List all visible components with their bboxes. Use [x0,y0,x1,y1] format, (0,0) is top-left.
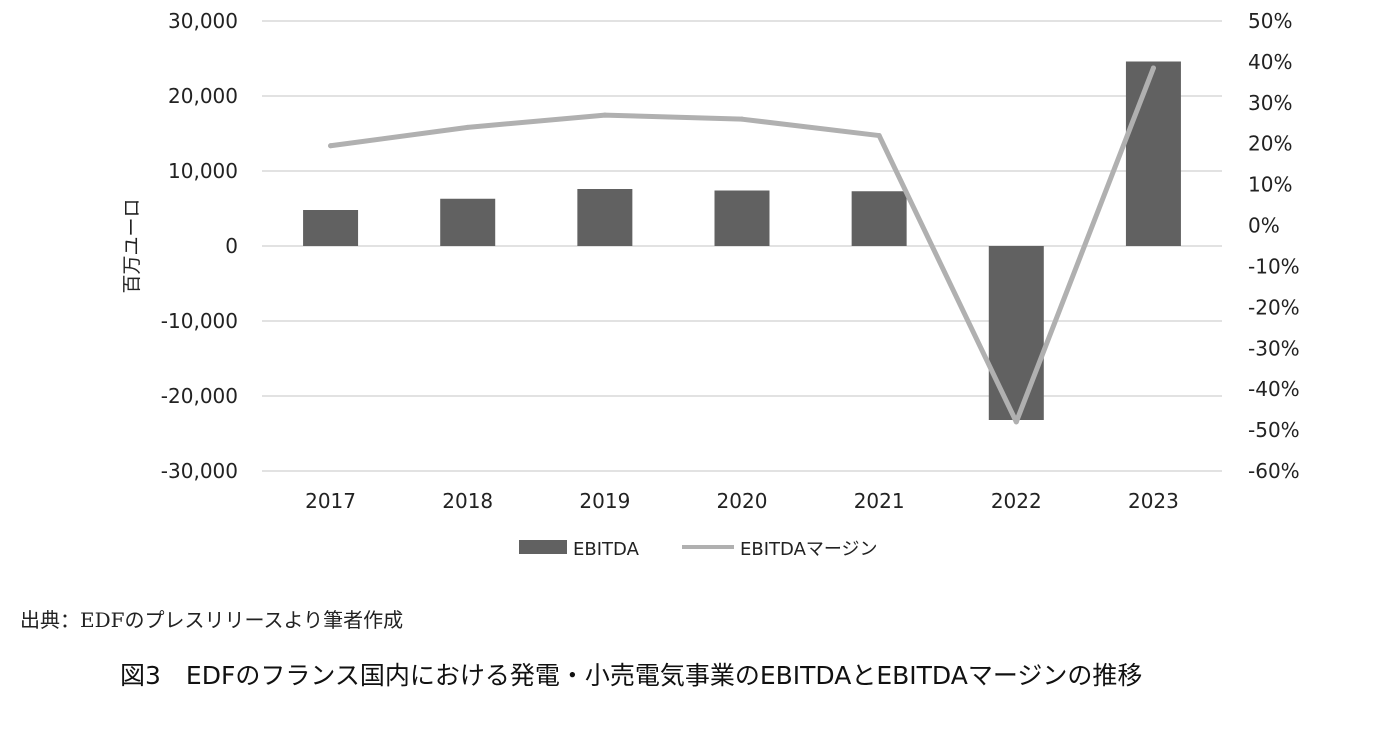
legend-label-margin: EBITDAマージン [740,539,878,560]
figure-caption: 図3 EDFのフランス国内における発電・小売電気事業のEBITDAとEBITDA… [120,661,1143,690]
bar-ebitda [440,198,496,246]
ebitda-bars [303,61,1181,420]
y2-tick-label: -20% [1248,295,1300,319]
x-tick-label: 2018 [442,489,493,513]
bar-ebitda [988,246,1044,420]
legend-swatch-bar [519,540,567,554]
bar-ebitda [577,189,633,246]
y2-tick-label: -50% [1248,418,1300,442]
legend-label-ebitda: EBITDA [573,539,640,560]
bar-ebitda [851,191,907,246]
y-tick-label: -20,000 [161,384,238,408]
y-tick-label: 0 [225,234,238,258]
y2-tick-label: 30% [1248,91,1292,115]
legend: EBITDA EBITDAマージン [519,539,878,560]
y2-tick-label: 50% [1248,9,1292,33]
y2-tick-label: -60% [1248,459,1300,483]
x-axis-ticks: 2017 2018 2019 2020 2021 2022 2023 [305,489,1179,513]
margin-line-layer [328,65,1156,425]
left-axis-ticks: 30,000 20,000 10,000 0 -10,000 -20,000 -30,000 [161,9,238,483]
x-tick-label: 2021 [854,489,905,513]
y2-tick-label: -10% [1248,254,1300,278]
y2-tick-label: -30% [1248,336,1300,360]
x-tick-label: 2017 [305,489,356,513]
gridlines [262,20,1222,472]
right-axis-ticks: 50% 40% 30% 20% 10% 0% -10% -20% -30% -40% -50% -60… [1248,9,1300,483]
y-tick-label: -30,000 [161,459,238,483]
point-ebitda-margin [739,116,745,122]
point-ebitda-margin [1150,65,1156,71]
bar-ebitda [1125,61,1181,246]
chart: 30,000 20,000 10,000 0 -10,000 -20,000 -30,000… [121,9,1300,560]
x-tick-label: 2019 [579,489,630,513]
bar-ebitda [303,210,359,246]
y2-tick-label: 40% [1248,50,1292,74]
point-ebitda-margin [1013,419,1019,425]
point-ebitda-margin [328,143,334,149]
y2-tick-label: 10% [1248,173,1292,197]
point-ebitda-margin [876,133,882,139]
y-tick-label: 10,000 [168,159,238,183]
x-tick-label: 2023 [1128,489,1179,513]
y-tick-label: 20,000 [168,84,238,108]
bar-ebitda [714,190,770,246]
y2-tick-label: -40% [1248,377,1300,401]
y-tick-label: -10,000 [161,309,238,333]
y-axis-label: 百万ユーロ [121,198,143,293]
point-ebitda-margin [602,112,608,118]
y-tick-label: 30,000 [168,9,238,33]
point-ebitda-margin [465,124,471,130]
x-tick-label: 2022 [991,489,1042,513]
x-tick-label: 2020 [717,489,768,513]
source-note: 出典：EDFのプレスリリースより筆者作成 [20,608,404,632]
y2-tick-label: 20% [1248,132,1292,156]
y2-tick-label: 0% [1248,214,1280,238]
